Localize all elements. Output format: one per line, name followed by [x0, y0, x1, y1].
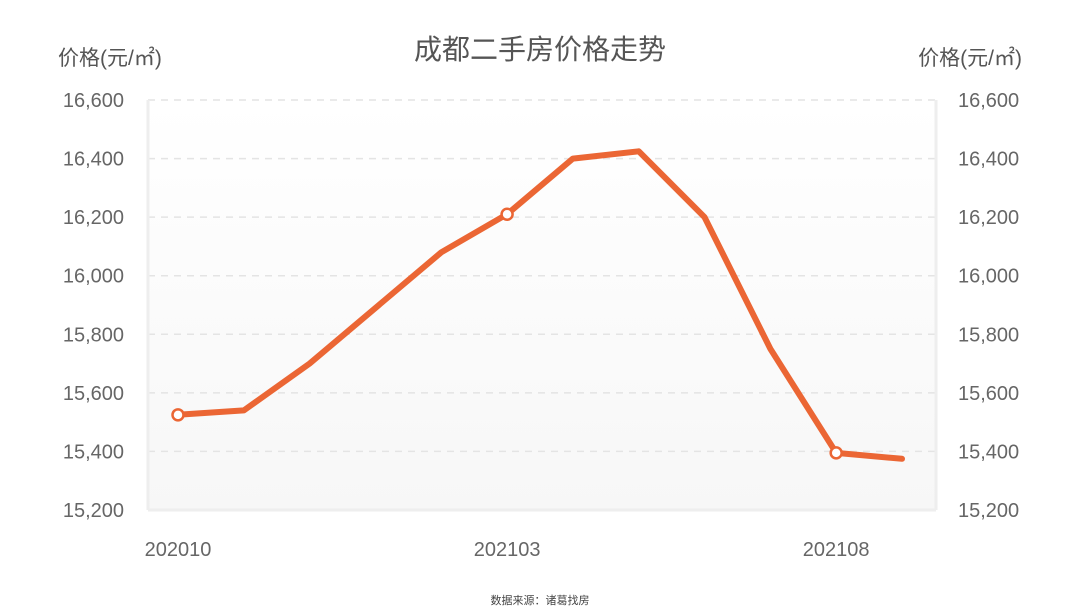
y-tick-label-left: 15,600 [63, 383, 124, 405]
data-point-marker [171, 408, 185, 422]
data-source-note: 数据来源：诸葛找房 [490, 595, 590, 607]
series-line [175, 148, 905, 462]
data-point-marker [500, 207, 514, 221]
y-tick-label-left: 15,400 [63, 441, 124, 463]
chart-title: 成都二手房价格走势 [413, 34, 666, 65]
y-tick-label-right: 15,200 [958, 500, 1019, 522]
y-tick-label-left: 15,200 [63, 500, 124, 522]
y-tick-label-right: 16,200 [958, 207, 1019, 229]
y-tick-label-right: 15,800 [958, 324, 1019, 346]
x-tick-label: 202010 [145, 539, 212, 561]
y-axis-label-left: 价格(元/㎡) [58, 47, 162, 70]
y-tick-label-left: 16,600 [63, 90, 124, 112]
x-tick-label: 202108 [803, 539, 870, 561]
x-tick-label: 202103 [474, 539, 541, 561]
y-tick-label-right: 15,600 [958, 383, 1019, 405]
data-point-marker [829, 446, 843, 460]
y-tick-label-left: 16,000 [63, 266, 124, 288]
y-tick-label-right: 16,400 [958, 149, 1019, 171]
y-axis-label-right: 价格(元/㎡) [918, 47, 1022, 70]
y-tick-label-left: 15,800 [63, 324, 124, 346]
y-tick-label-right: 16,600 [958, 90, 1019, 112]
y-tick-label-left: 16,200 [63, 207, 124, 229]
y-tick-label-right: 16,000 [958, 266, 1019, 288]
y-tick-label-right: 15,400 [958, 441, 1019, 463]
y-tick-label-left: 16,400 [63, 149, 124, 171]
plot-area [148, 100, 936, 510]
